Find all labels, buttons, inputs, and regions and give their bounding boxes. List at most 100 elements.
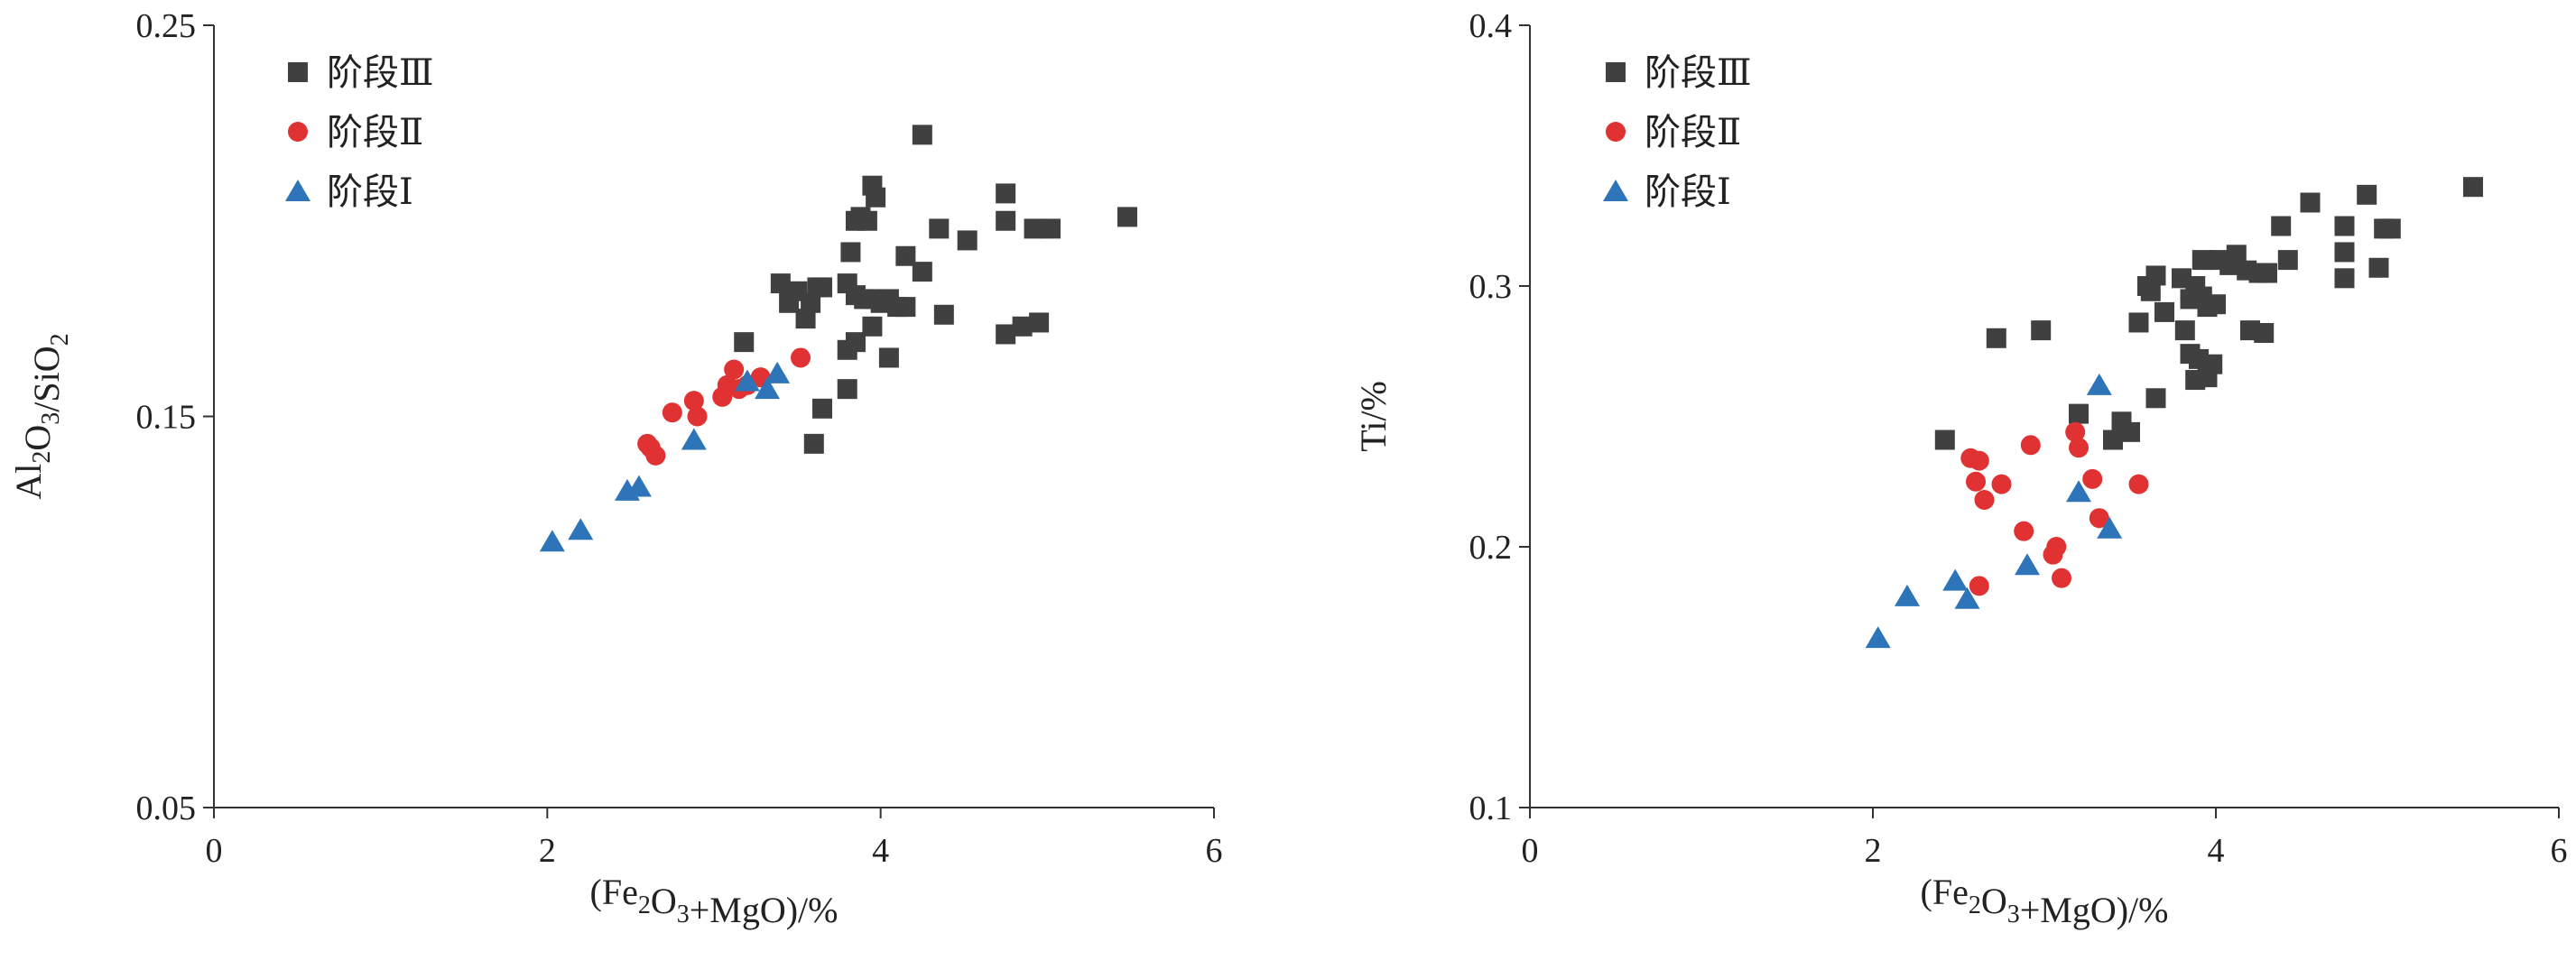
data-point [957, 230, 978, 251]
data-point [2069, 403, 2089, 424]
x-tick-label: 2 [539, 832, 556, 870]
data-point [791, 347, 811, 368]
data-point [681, 428, 707, 450]
data-point [996, 210, 1016, 231]
data-point [2368, 257, 2389, 278]
x-tick-label: 4 [2208, 832, 2225, 870]
data-point [996, 324, 1016, 345]
data-point [2082, 468, 2103, 489]
data-point [2089, 508, 2109, 529]
chart-2: 0.10.20.30.40 2 4 6(Fe2O3+MgO)/%Ti/%阶段Ⅲ阶段Ⅱ阶… [1353, 7, 2568, 930]
data-point [683, 391, 704, 411]
legend-label: 阶段Ⅲ [1645, 52, 1752, 93]
legend-marker [288, 62, 308, 82]
data-point [625, 475, 652, 497]
data-point [755, 377, 781, 400]
legend: 阶段Ⅲ 阶段Ⅱ 阶段Ⅰ [285, 52, 434, 212]
data-point [812, 398, 833, 419]
series-circle [637, 347, 811, 466]
data-point [895, 297, 916, 318]
data-point [2300, 192, 2321, 213]
data-point [2206, 294, 2226, 315]
data-point [1969, 450, 1989, 471]
data-point [2463, 177, 2483, 198]
data-point [2065, 421, 2086, 442]
series-square [734, 125, 1137, 454]
y-axis-label: Ti/% [1353, 381, 1394, 452]
chart-1: 0.05 0.15 0.25 0 2 4 6 (Fe2O3+MgO)/% Al2O3/SiO2 阶… [8, 7, 1223, 930]
data-point [866, 187, 886, 208]
data-point [734, 369, 760, 392]
data-point [2202, 354, 2223, 374]
data-point [857, 210, 877, 231]
data-point [1041, 218, 1061, 239]
x-tick-label: 6 [2551, 832, 2568, 870]
legend: 阶段Ⅲ 阶段Ⅱ 阶段Ⅰ [1603, 52, 1752, 212]
legend-marker [288, 122, 308, 142]
data-point [2069, 438, 2089, 458]
data-point [895, 245, 916, 266]
data-point [568, 518, 594, 540]
y-tick-label: 0.3 [1469, 268, 1513, 306]
data-point [770, 273, 791, 294]
data-point [2086, 373, 2112, 395]
data-point [2226, 245, 2247, 265]
data-point [2334, 216, 2355, 236]
legend-label: 阶段Ⅱ [1645, 112, 1741, 152]
y-tick-label: 0.15 [136, 399, 197, 437]
data-point [2020, 435, 2041, 456]
legend-marker [1606, 122, 1626, 142]
data-point [2145, 265, 2166, 286]
data-point [1117, 207, 1137, 227]
data-point [1954, 586, 1980, 609]
data-point [2066, 480, 2091, 503]
data-point [2128, 312, 2149, 333]
data-point [1895, 584, 1920, 606]
data-point [1986, 328, 2006, 348]
data-point [2257, 263, 2277, 283]
data-point [734, 332, 755, 353]
x-axis-label: (Fe2O3+MgO)/% [590, 872, 839, 930]
data-point [2271, 216, 2292, 236]
data-point [2015, 553, 2040, 576]
x-tick-label: 2 [1865, 832, 1882, 870]
data-point [687, 406, 708, 427]
data-point [933, 304, 954, 325]
data-point [645, 445, 666, 466]
legend-label: 阶段Ⅰ [327, 171, 413, 212]
y-axis-label: Al2O3/SiO2 [8, 333, 74, 499]
data-point [2097, 516, 2123, 539]
data-point [1012, 316, 1033, 337]
data-point [803, 433, 824, 454]
y-tick-label: 0.05 [136, 790, 197, 827]
y-tick-label: 0.4 [1469, 7, 1513, 45]
data-point [795, 309, 816, 329]
data-point [929, 218, 950, 239]
legend-marker [1606, 62, 1626, 82]
series-square [1934, 177, 2483, 450]
legend-marker [1603, 180, 1628, 201]
data-point [2154, 301, 2174, 322]
data-point [2031, 320, 2052, 341]
data-point [2254, 323, 2275, 344]
data-point [2174, 320, 2195, 341]
data-point [1865, 626, 1891, 649]
legend-marker [285, 180, 310, 201]
series-circle [1960, 421, 2149, 596]
data-point [912, 262, 932, 282]
data-point [1029, 312, 1050, 333]
data-point [1024, 218, 1044, 239]
data-point [2145, 388, 2166, 409]
data-point [2277, 250, 2298, 271]
y-tick-label: 0.2 [1469, 529, 1513, 567]
x-axis-label: (Fe2O3+MgO)/% [1921, 872, 2169, 930]
data-point [1934, 429, 1955, 450]
x-tick-label: 0 [206, 832, 223, 870]
data-point [1969, 576, 1989, 596]
data-point [2357, 184, 2377, 205]
data-point [539, 530, 565, 552]
legend-label: 阶段Ⅱ [327, 112, 423, 152]
data-point [662, 402, 682, 423]
data-point [878, 347, 899, 368]
